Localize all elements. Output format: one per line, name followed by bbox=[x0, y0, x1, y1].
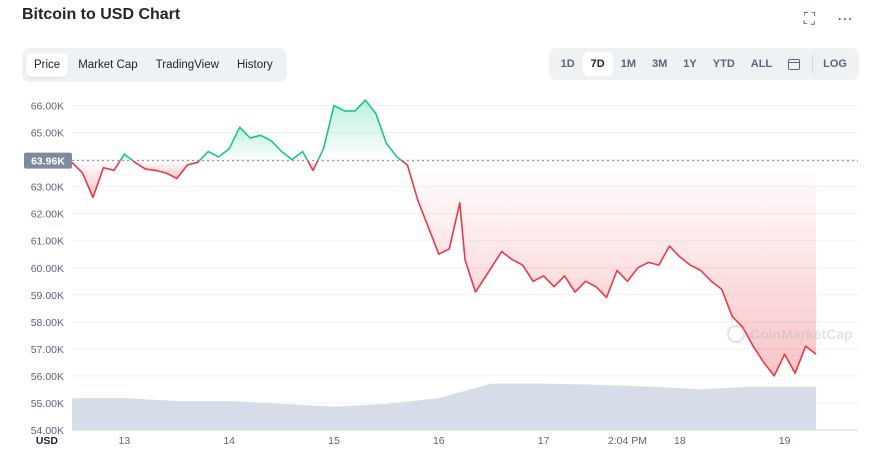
tab-price[interactable]: Price bbox=[26, 53, 69, 77]
y-tick-label: 57.00K bbox=[31, 344, 64, 356]
y-tick-label: 65.00K bbox=[31, 128, 64, 140]
price-line-down bbox=[306, 160, 319, 172]
range-1d[interactable]: 1D bbox=[560, 58, 575, 70]
watermark-text: CoinMarketCap bbox=[750, 326, 853, 342]
x-tick-label: 19 bbox=[779, 435, 791, 447]
y-axis-unit-label: USD bbox=[36, 435, 59, 447]
y-tick-label: 54.00K bbox=[31, 425, 64, 437]
y-tick-label: 58.00K bbox=[31, 317, 64, 329]
y-tick-label: 66.00K bbox=[31, 101, 64, 113]
y-tick-label: 55.00K bbox=[31, 398, 64, 410]
reference-badge bbox=[24, 152, 72, 169]
y-tick-label: 61.00K bbox=[31, 236, 64, 248]
range-7d[interactable]: 7D bbox=[582, 52, 613, 76]
log-toggle[interactable]: LOG bbox=[812, 52, 855, 76]
x-tick-label: 17 bbox=[538, 435, 550, 447]
time-range-selector: 1D 7D 1M 3M 1Y YTD ALL LOG bbox=[548, 48, 859, 80]
area-above-reference bbox=[199, 127, 308, 161]
range-ytd[interactable]: YTD bbox=[712, 58, 735, 70]
header-actions: ⛶ ⋯ bbox=[804, 10, 853, 30]
x-tick-label: 15 bbox=[328, 435, 340, 447]
watermark: CoinMarketCap bbox=[727, 325, 853, 343]
area-below-reference bbox=[72, 160, 121, 198]
area-below-reference bbox=[401, 160, 817, 376]
y-tick-label: 59.00K bbox=[31, 290, 64, 302]
calendar-icon[interactable] bbox=[788, 58, 801, 70]
x-tick-label: 13 bbox=[119, 435, 131, 447]
chart-type-tabs: Price Market Cap TradingView History bbox=[22, 48, 287, 82]
range-all[interactable]: ALL bbox=[750, 58, 773, 70]
price-line-up bbox=[198, 126, 309, 162]
area-above-reference bbox=[317, 100, 402, 161]
x-tick-label: 14 bbox=[223, 435, 235, 447]
area-below-reference bbox=[307, 160, 318, 171]
x-tick-label: 2:04 PM bbox=[608, 435, 647, 447]
more-horizontal-icon[interactable]: ⋯ bbox=[837, 11, 853, 28]
price-line-up bbox=[119, 153, 134, 162]
x-tick-label: 16 bbox=[433, 435, 445, 447]
price-line-up bbox=[317, 99, 403, 162]
price-line-down bbox=[132, 160, 200, 180]
tab-tradingview[interactable]: TradingView bbox=[155, 59, 219, 71]
coinmarketcap-logo-icon bbox=[727, 325, 745, 343]
volume-area bbox=[72, 383, 817, 430]
range-3m[interactable]: 3M bbox=[652, 58, 668, 70]
price-line-down bbox=[71, 160, 121, 199]
y-tick-label: 63.00K bbox=[31, 182, 64, 194]
tab-history[interactable]: History bbox=[236, 59, 273, 71]
area-below-reference bbox=[132, 160, 200, 179]
x-tick-label: 18 bbox=[674, 435, 686, 447]
range-1y[interactable]: 1Y bbox=[683, 58, 697, 70]
y-tick-label: 62.00K bbox=[31, 209, 64, 221]
y-tick-label: 60.00K bbox=[31, 263, 64, 275]
tab-market-cap[interactable]: Market Cap bbox=[78, 59, 138, 71]
page-title: Bitcoin to USD Chart bbox=[22, 6, 181, 23]
expand-icon[interactable]: ⛶ bbox=[803, 11, 815, 28]
price-line-down bbox=[401, 160, 817, 377]
range-1m[interactable]: 1M bbox=[620, 58, 637, 70]
reference-label: 63.96K bbox=[31, 156, 65, 168]
y-tick-label: 56.00K bbox=[31, 371, 64, 383]
